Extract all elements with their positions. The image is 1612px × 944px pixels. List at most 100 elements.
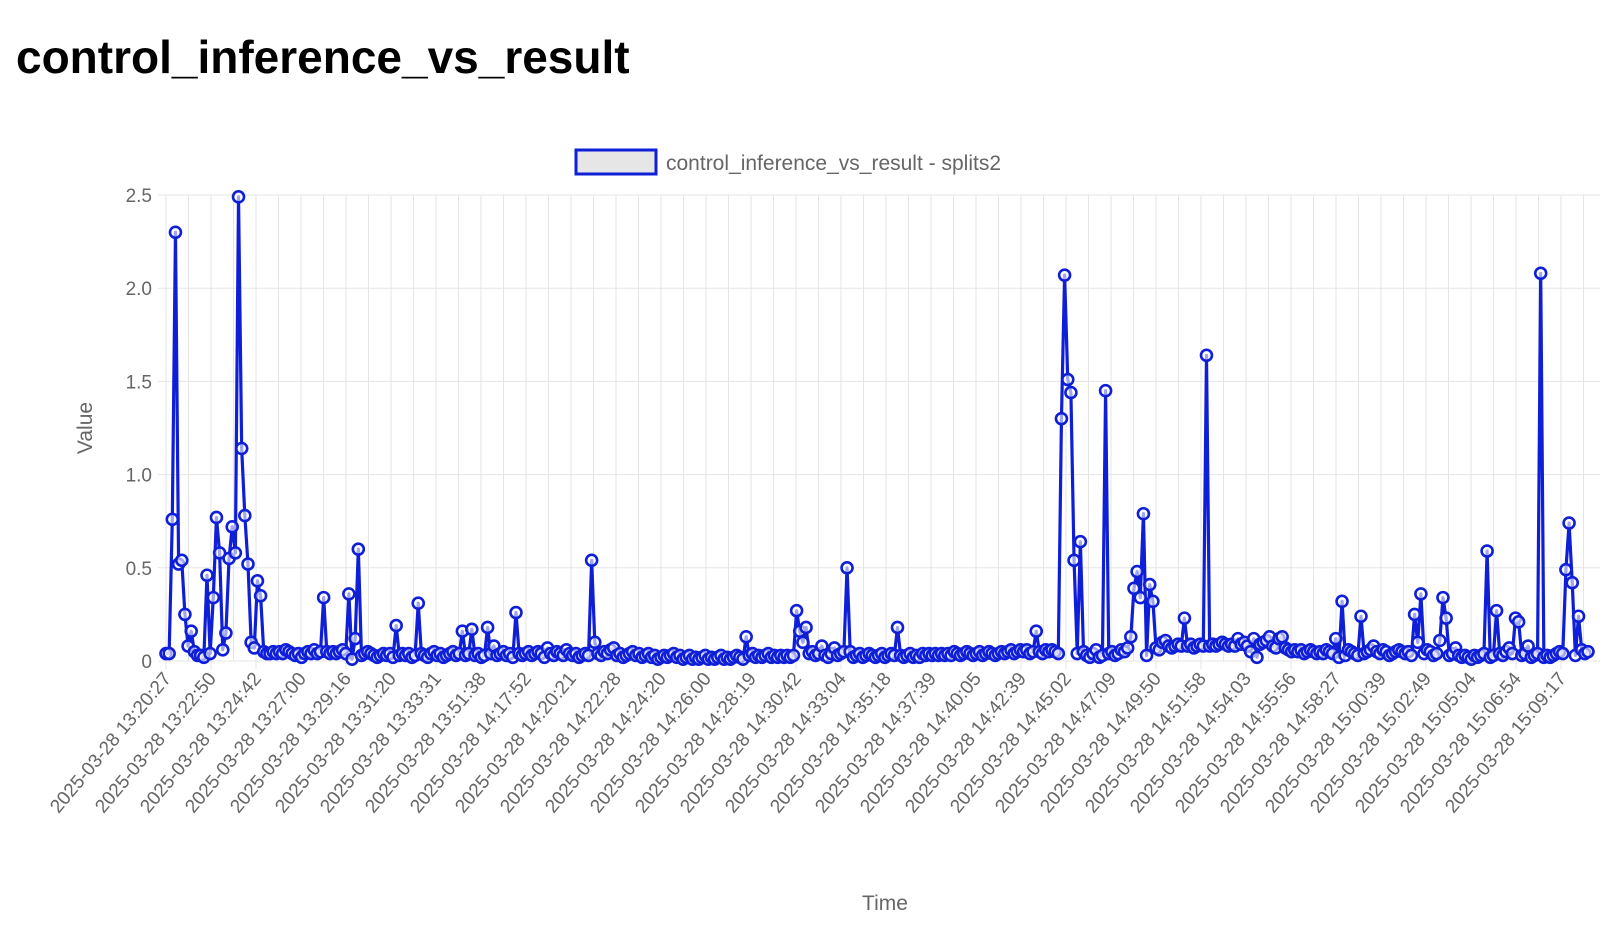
data-point[interactable] [1581,644,1595,659]
legend-label[interactable]: control_inference_vs_result - splits2 [666,152,1001,175]
data-point[interactable] [225,519,240,534]
y-tick-label: 2.5 [126,186,152,207]
data-point[interactable] [178,607,192,622]
data-point[interactable] [1133,590,1148,605]
data-point[interactable] [739,629,753,644]
data-point[interactable] [509,605,523,620]
data-point[interactable] [1250,650,1264,665]
data-point[interactable] [241,557,255,571]
data-point[interactable] [584,553,599,568]
data-point[interactable] [1555,646,1570,661]
data-point[interactable] [212,546,227,560]
data-point[interactable] [342,587,356,601]
data-point[interactable] [1335,594,1349,609]
data-point[interactable] [1407,607,1422,622]
data-point[interactable] [1139,648,1154,663]
data-point[interactable] [206,590,221,605]
data-point[interactable] [1054,411,1069,426]
data-point[interactable] [200,568,214,583]
data-point[interactable] [1127,581,1141,596]
y-tick-label: 0 [141,652,152,673]
data-point[interactable] [1136,506,1151,521]
series-points [159,190,1595,666]
data-point[interactable] [1142,577,1157,592]
legend[interactable]: control_inference_vs_result - splits2 [574,148,1001,176]
data-point[interactable] [1067,553,1081,568]
data-point[interactable] [1199,348,1214,363]
data-point[interactable] [1029,624,1044,638]
data-point[interactable] [209,510,224,525]
data-point[interactable] [1404,648,1419,663]
x-axis-title: Time [862,892,908,915]
data-point[interactable] [1124,629,1138,644]
data-point[interactable] [1533,266,1548,281]
data-point[interactable] [231,190,246,204]
data-point[interactable] [1073,534,1088,549]
data-point[interactable] [465,622,479,637]
data-point[interactable] [1120,641,1135,655]
page-title: control_inference_vs_result [16,31,630,83]
data-point[interactable] [238,508,252,523]
y-tick-label: 1.0 [126,466,152,487]
data-point[interactable] [234,441,249,456]
data-point[interactable] [250,574,265,588]
data-point[interactable] [1057,268,1072,282]
legend-swatch[interactable] [574,148,658,176]
data-point[interactable] [799,620,813,635]
data-point[interactable] [389,618,403,633]
data-point[interactable] [1146,594,1160,609]
data-point[interactable] [480,620,495,635]
grid [158,194,1600,669]
series-path [166,195,1589,661]
data-point[interactable] [890,620,905,635]
data-point[interactable] [174,553,189,568]
data-point[interactable] [1436,590,1450,605]
series-line [166,195,1589,661]
data-point[interactable] [1275,629,1289,644]
data-point[interactable] [168,225,183,240]
data-point[interactable] [786,648,801,663]
y-tick-label: 1.5 [126,372,152,393]
data-point[interactable] [1098,383,1113,398]
data-point[interactable] [1565,575,1580,590]
data-point[interactable] [1354,609,1368,624]
data-point[interactable] [165,512,180,527]
data-point[interactable] [351,542,366,556]
data-point[interactable] [789,603,804,618]
data-point[interactable] [1414,587,1428,601]
data-point[interactable] [1489,603,1504,618]
data-point[interactable] [215,643,230,657]
data-point[interactable] [348,631,362,646]
data-point[interactable] [1060,372,1075,387]
y-axis-title: Value [74,402,97,454]
data-point[interactable] [796,635,810,650]
data-point[interactable] [184,624,199,638]
data-point[interactable] [316,590,331,605]
data-point[interactable] [1410,635,1425,650]
data-point[interactable] [1511,615,1526,629]
y-tick-labels: 0 0.5 1.0 1.5 2.0 2.5 [126,186,152,673]
data-point[interactable] [1177,611,1192,625]
data-point[interactable] [1328,631,1343,646]
data-point[interactable] [1433,633,1447,648]
data-point[interactable] [1559,562,1573,577]
data-point[interactable] [1480,544,1494,558]
data-point[interactable] [219,626,233,640]
data-point[interactable] [1562,516,1576,530]
data-point[interactable] [1439,611,1453,625]
data-point[interactable] [1064,385,1078,400]
data-point[interactable] [1571,609,1586,624]
y-tick-label: 2.0 [126,279,152,300]
data-point[interactable] [411,596,426,611]
data-point[interactable] [588,635,602,650]
data-point[interactable] [162,646,176,661]
data-point[interactable] [840,560,854,575]
data-point[interactable] [253,588,268,603]
data-point[interactable] [1051,646,1066,661]
data-point[interactable] [1429,646,1444,661]
data-point[interactable] [1130,564,1144,579]
data-point[interactable] [203,646,217,661]
data-point[interactable] [228,546,243,560]
